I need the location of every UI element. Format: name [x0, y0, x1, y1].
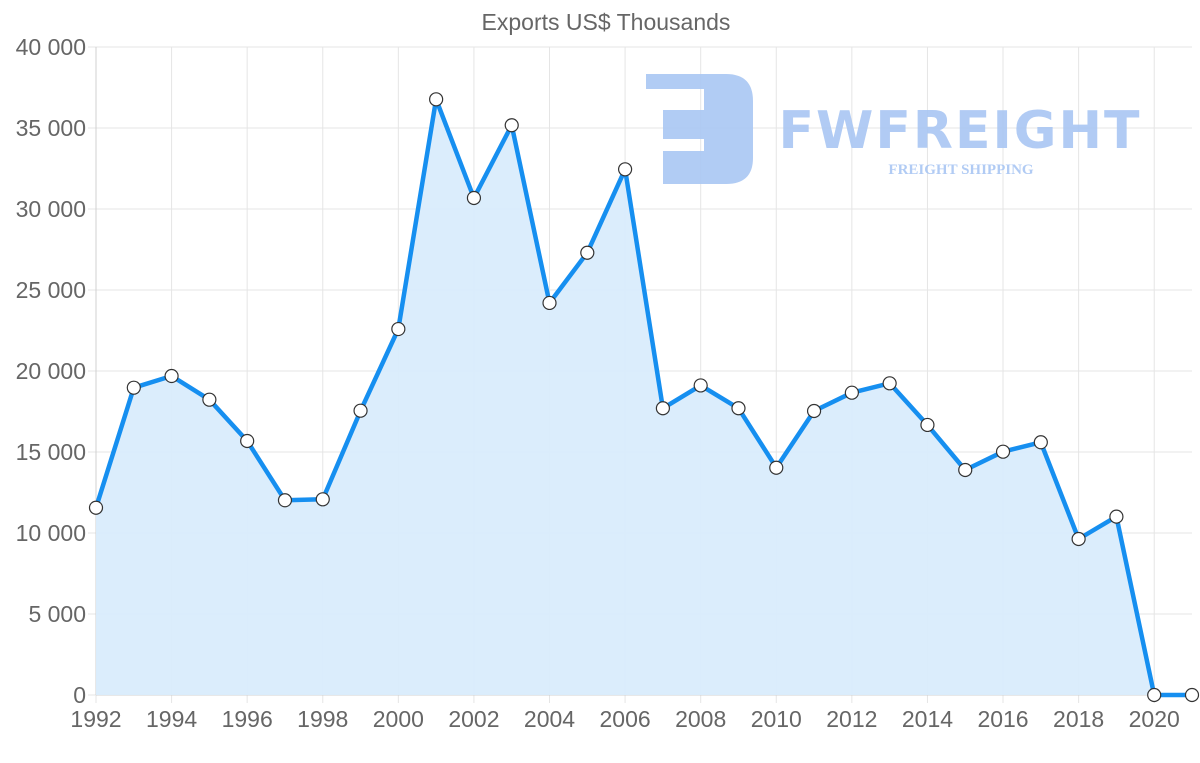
data-point-marker[interactable]	[655, 401, 670, 416]
x-tick-label: 2016	[977, 706, 1028, 732]
data-point-marker[interactable]	[466, 190, 482, 206]
y-axis: 0 5 000 10 000 15 000 20 000 25 000 30 000 35 0…	[16, 34, 86, 708]
logo-tagline-text: FREIGHT SHIPPING	[888, 162, 1033, 178]
logo-brand-text: FWFREIGHT	[779, 101, 1142, 161]
data-point-marker[interactable]	[504, 118, 519, 133]
y-tick-label: 40 000	[16, 34, 86, 60]
data-point-marker[interactable]	[126, 380, 141, 395]
data-point-marker[interactable]	[1184, 687, 1200, 703]
data-point-marker[interactable]	[88, 500, 104, 515]
data-point-marker[interactable]	[315, 492, 330, 507]
y-tick-label: 20 000	[16, 358, 86, 384]
data-point-marker[interactable]	[920, 417, 935, 433]
data-point-marker[interactable]	[429, 92, 444, 107]
data-point-marker[interactable]	[391, 321, 406, 337]
x-tick-label: 2014	[902, 706, 953, 732]
data-point-marker[interactable]	[542, 295, 557, 311]
data-point-marker[interactable]	[277, 493, 293, 508]
chart-title: Exports US$ Thousands	[482, 9, 731, 35]
x-tick-label: 1992	[70, 706, 121, 732]
data-point-marker[interactable]	[769, 460, 784, 475]
series-exports	[88, 92, 1200, 703]
y-tick-label: 15 000	[16, 439, 86, 465]
x-tick-label: 2012	[826, 706, 877, 732]
y-tick-label: 25 000	[16, 277, 86, 303]
data-point-marker[interactable]	[995, 444, 1011, 459]
data-point-marker[interactable]	[618, 162, 633, 177]
data-point-marker[interactable]	[806, 403, 822, 419]
x-tick-label: 2000	[373, 706, 424, 732]
x-tick-label: 1996	[222, 706, 273, 732]
data-point-marker[interactable]	[958, 462, 973, 478]
y-tick-label: 30 000	[16, 196, 86, 222]
y-tick-label: 5 000	[28, 601, 86, 627]
data-point-marker[interactable]	[731, 401, 746, 416]
data-point-marker[interactable]	[882, 376, 897, 391]
y-tick-label: 10 000	[16, 520, 86, 546]
data-point-marker[interactable]	[1147, 687, 1162, 703]
data-point-marker[interactable]	[202, 392, 217, 407]
x-tick-label: 1994	[146, 706, 197, 732]
x-tick-label: 2006	[600, 706, 651, 732]
data-point-marker[interactable]	[353, 403, 368, 418]
data-point-marker[interactable]	[580, 245, 595, 260]
x-tick-label: 2002	[448, 706, 499, 732]
x-axis: 1992 1994 1996 1998 2000 2002 2004 2006 2008 2010…	[70, 706, 1179, 732]
x-tick-label: 1998	[297, 706, 348, 732]
area-fill	[96, 99, 1192, 696]
y-tick-label: 0	[73, 682, 86, 708]
data-point-marker[interactable]	[1109, 509, 1124, 524]
y-tick-label: 35 000	[16, 115, 86, 141]
x-tick-label: 2004	[524, 706, 575, 732]
logo-mark-icon	[646, 74, 753, 184]
data-point-marker[interactable]	[240, 433, 255, 449]
x-tick-label: 2018	[1053, 706, 1104, 732]
data-point-marker[interactable]	[164, 368, 179, 384]
data-point-marker[interactable]	[844, 385, 859, 400]
data-point-marker[interactable]	[1071, 531, 1086, 547]
data-point-marker[interactable]	[693, 378, 708, 393]
data-point-marker[interactable]	[1033, 435, 1048, 450]
fwfreight-watermark-logo: FWFREIGHT FREIGHT SHIPPING	[646, 74, 1142, 184]
x-tick-label: 2010	[751, 706, 802, 732]
x-tick-label: 2020	[1129, 706, 1180, 732]
x-tick-label: 2008	[675, 706, 726, 732]
